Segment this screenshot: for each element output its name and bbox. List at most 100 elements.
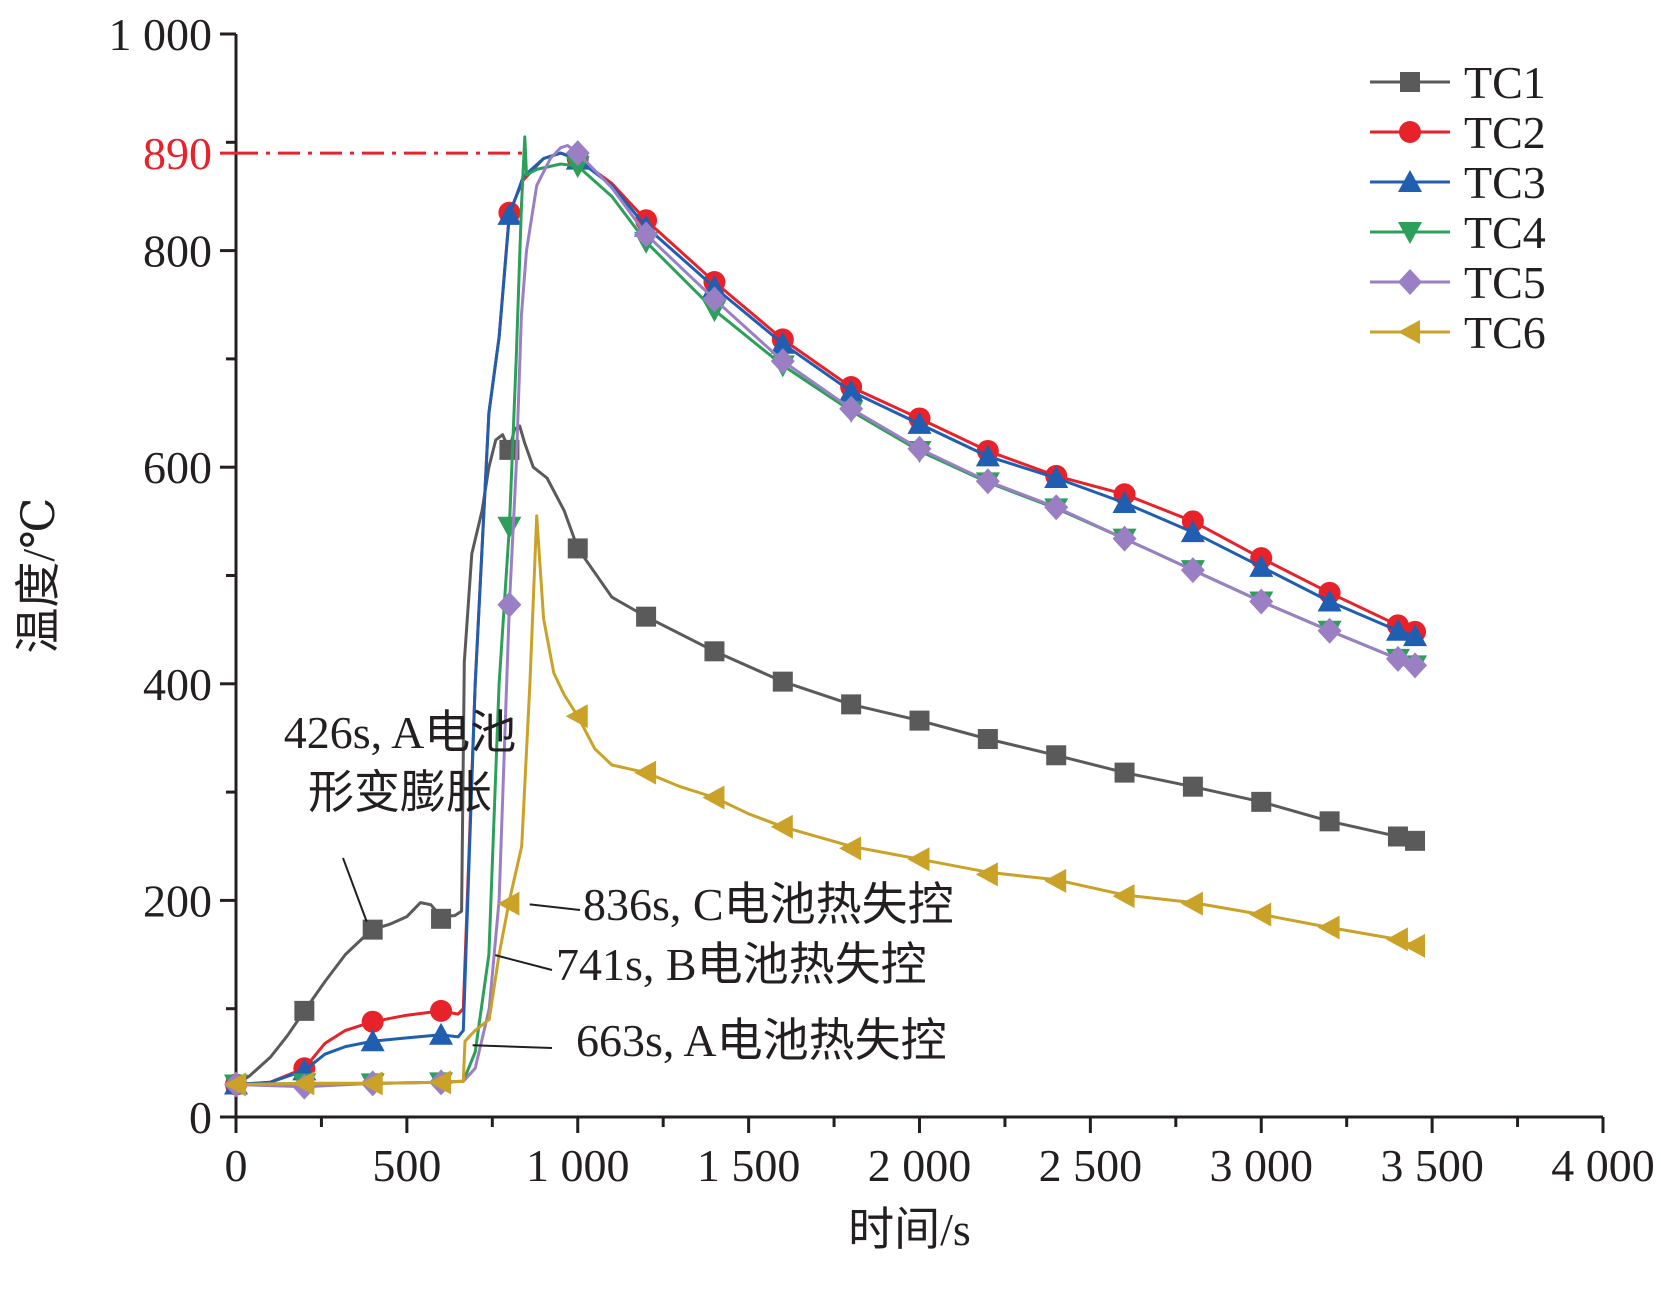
data-point-tc3 [429, 1022, 454, 1045]
y-tick-label: 800 [143, 226, 212, 277]
data-point-tc3 [1385, 618, 1410, 641]
data-point-tc6 [770, 814, 793, 839]
data-point-tc1 [704, 641, 725, 662]
data-point-tc5 [1112, 525, 1137, 552]
data-point-tc6 [702, 785, 725, 810]
legend-label-tc3: TC3 [1464, 157, 1546, 208]
legend-label-tc6: TC6 [1464, 307, 1546, 358]
annotation-leader-line [472, 1044, 553, 1049]
data-point-tc3 [1044, 466, 1069, 489]
y-tick-label: 200 [143, 875, 212, 926]
y-tick-label: 600 [143, 442, 212, 493]
data-point-tc1 [1251, 791, 1272, 812]
annotation-text: 形变膨胀 [308, 767, 492, 818]
data-point-tc1 [841, 694, 862, 715]
data-point-tc5 [634, 221, 659, 248]
data-point-tc3 [497, 202, 522, 225]
data-point-tc3 [360, 1029, 385, 1052]
data-point-tc6 [497, 891, 520, 916]
x-tick-label: 3 000 [1210, 1140, 1314, 1191]
data-point-tc6 [907, 847, 930, 872]
data-point-tc6 [565, 704, 588, 729]
data-point-tc1 [1387, 826, 1408, 847]
data-point-tc6 [292, 1071, 315, 1096]
data-point-tc1 [567, 538, 588, 559]
data-point-tc5 [702, 286, 727, 313]
data-point-tc1 [1182, 776, 1203, 797]
data-point-tc3 [770, 331, 795, 354]
data-point-tc5 [1044, 494, 1069, 521]
annotation-leader-line [342, 857, 368, 922]
data-point-tc3 [1317, 589, 1342, 612]
legend-marker-tc6 [1398, 320, 1420, 344]
data-point-tc1 [1405, 830, 1426, 851]
data-point-tc5 [1403, 652, 1428, 679]
data-point-tc6 [1044, 868, 1067, 893]
data-point-tc5 [770, 348, 795, 375]
data-point-tc5 [1180, 557, 1205, 584]
annotation-leader-line [494, 954, 553, 971]
y-tick-label: 0 [189, 1092, 212, 1143]
data-point-tc5 [1317, 617, 1342, 644]
data-point-tc4 [565, 156, 590, 179]
data-point-tc1 [1319, 811, 1340, 832]
x-tick-label: 1 000 [526, 1140, 630, 1191]
x-axis-title: 时间/s [848, 1204, 971, 1255]
data-point-tc5 [1249, 588, 1274, 615]
data-point-tc5 [975, 468, 1000, 495]
y-tick-label: 400 [143, 659, 212, 710]
data-point-tc2 [430, 999, 453, 1022]
legend-marker-tc5 [1398, 269, 1422, 295]
data-point-tc6 [1180, 891, 1203, 916]
data-point-tc6 [1385, 927, 1408, 952]
data-point-tc3 [839, 379, 864, 402]
data-point-tc1 [636, 606, 657, 627]
data-point-tc3 [975, 444, 1000, 467]
data-point-tc1 [499, 439, 520, 460]
data-point-tc5 [565, 140, 590, 167]
data-point-tc5 [839, 395, 864, 422]
data-point-tc3 [1112, 490, 1137, 513]
x-tick-label: 2 000 [868, 1140, 972, 1191]
data-point-tc2 [361, 1010, 384, 1033]
annotation-text: 836s, C电池热失控 [583, 879, 954, 930]
data-point-tc6 [1112, 884, 1135, 909]
y-tick-label: 1 000 [109, 9, 213, 60]
annotation-text: 426s, A电池 [284, 707, 517, 758]
legend-label-tc4: TC4 [1464, 207, 1546, 258]
data-point-tc6 [839, 836, 862, 861]
data-point-tc6 [360, 1071, 383, 1096]
legend-label-tc1: TC1 [1464, 57, 1546, 108]
data-point-tc5 [907, 435, 932, 462]
data-point-tc6 [1317, 915, 1340, 940]
data-point-tc1 [362, 919, 383, 940]
data-point-tc1 [909, 710, 930, 731]
legend-marker-tc1 [1400, 72, 1420, 92]
data-point-tc6 [634, 760, 657, 785]
data-point-tc6 [1249, 902, 1272, 927]
data-point-tc4 [497, 516, 522, 539]
data-point-tc1 [1046, 745, 1067, 766]
annotation-text: 663s, A电池热失控 [576, 1015, 947, 1066]
data-point-tc3 [907, 411, 932, 434]
legend-marker-tc4 [1398, 222, 1422, 244]
data-point-tc1 [431, 908, 452, 929]
data-point-tc3 [1403, 624, 1428, 647]
data-point-tc6 [224, 1072, 246, 1097]
x-tick-label: 3 500 [1380, 1140, 1484, 1191]
x-tick-label: 500 [372, 1140, 441, 1191]
x-tick-label: 4 000 [1551, 1140, 1655, 1191]
data-point-tc6 [429, 1070, 452, 1095]
x-tick-label: 2 500 [1039, 1140, 1143, 1191]
y-axis-title: 温度/℃ [13, 497, 64, 653]
data-point-tc1 [977, 729, 998, 750]
legend-label-tc5: TC5 [1464, 257, 1546, 308]
x-tick-label: 1 500 [697, 1140, 801, 1191]
legend-label-tc2: TC2 [1464, 107, 1546, 158]
annotation-text: 741s, B电池热失控 [556, 939, 927, 990]
annotation-leader-line [529, 903, 581, 911]
reference-value-label: 890 [143, 128, 212, 179]
data-point-tc6 [1403, 933, 1426, 958]
